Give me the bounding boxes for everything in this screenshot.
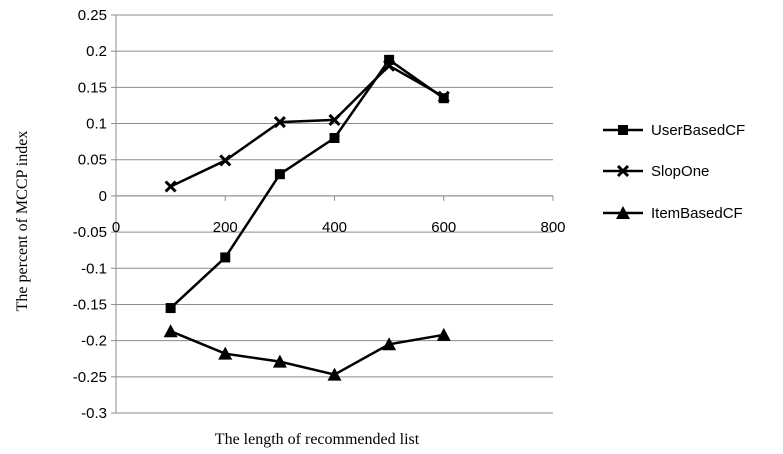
- data-point-userbasedcf: [329, 133, 340, 144]
- data-point-slopone: [273, 116, 286, 129]
- data-point-slopone: [328, 113, 341, 126]
- x-marker-stroke: [328, 113, 341, 126]
- x-marker-stroke: [219, 154, 232, 167]
- x-marker-stroke: [616, 164, 630, 178]
- x-axis-title: The length of recommended list: [215, 431, 420, 448]
- legend-marker-slopone: [616, 164, 630, 178]
- x-tick-label: 600: [431, 219, 456, 236]
- y-tick-label: 0.1: [86, 116, 107, 133]
- legend-marker-itembasedcf: [616, 206, 630, 219]
- series-line-slopone: [170, 64, 445, 188]
- x-marker-stroke: [273, 116, 286, 129]
- y-axis-title: The percent of MCCP index: [14, 131, 31, 312]
- axes: [111, 14, 554, 414]
- x-marker-stroke: [164, 180, 177, 193]
- data-point-itembasedcf: [163, 324, 178, 338]
- data-point-userbasedcf: [274, 169, 285, 180]
- y-tick-label: -0.05: [73, 224, 107, 241]
- legend-item-slopone: SlopOne: [603, 163, 709, 180]
- data-point-itembasedcf: [327, 367, 342, 381]
- data-point-slopone: [164, 180, 177, 193]
- legend-label: UserBasedCF: [651, 122, 745, 139]
- x-tick-label: 0: [112, 219, 120, 236]
- y-tick-labels: 0.25 0.2 0.15 0.1 0.05 0 -0.05 -0.1 -0.15 -0.2 -0.…: [73, 7, 107, 422]
- legend-item-itembasedcf: ItemBasedCF: [603, 205, 743, 222]
- legend-label: ItemBasedCF: [651, 205, 743, 222]
- data-point-itembasedcf: [382, 337, 397, 351]
- data-point-slopone: [219, 154, 232, 167]
- series-line-userbasedcf: [169, 58, 445, 310]
- legend: UserBasedCF SlopOne ItemBasedCF: [603, 122, 745, 222]
- y-tick-label: -0.3: [81, 405, 107, 422]
- series-slopone: [164, 59, 450, 193]
- y-tick-label: 0.2: [86, 43, 107, 60]
- y-tick-label: 0.05: [78, 152, 107, 169]
- y-tick-label: -0.2: [81, 333, 107, 350]
- data-point-itembasedcf: [436, 327, 451, 341]
- series-layer: [163, 54, 451, 381]
- legend-marker-userbasedcf: [618, 125, 628, 135]
- y-tick-label: 0: [99, 188, 107, 205]
- series-itembasedcf: [163, 324, 451, 381]
- series-line-itembasedcf: [170, 330, 445, 376]
- x-marker-stroke: [383, 59, 396, 72]
- data-point-userbasedcf: [384, 54, 395, 65]
- legend-item-userbasedcf: UserBasedCF: [603, 122, 745, 139]
- x-tick-label: 200: [213, 219, 238, 236]
- data-point-slopone: [383, 59, 396, 72]
- data-point-userbasedcf: [165, 303, 176, 314]
- x-tick-label: 400: [322, 219, 347, 236]
- y-tick-label: 0.15: [78, 79, 107, 96]
- y-tick-label: -0.15: [73, 296, 107, 313]
- data-point-itembasedcf: [272, 354, 287, 368]
- y-tick-label: -0.1: [81, 260, 107, 277]
- x-tick-label: 800: [540, 219, 565, 236]
- data-point-itembasedcf: [218, 346, 233, 360]
- data-point-slopone: [437, 90, 450, 103]
- x-marker-stroke: [437, 90, 450, 103]
- grid-lines: [116, 14, 553, 414]
- legend-label: SlopOne: [651, 163, 709, 180]
- data-point-userbasedcf: [220, 252, 231, 263]
- y-tick-label: -0.25: [73, 369, 107, 386]
- x-tick-labels: 0 200 400 600 800: [112, 219, 566, 236]
- series-userbasedcf: [165, 54, 449, 314]
- y-tick-label: 0.25: [78, 7, 107, 24]
